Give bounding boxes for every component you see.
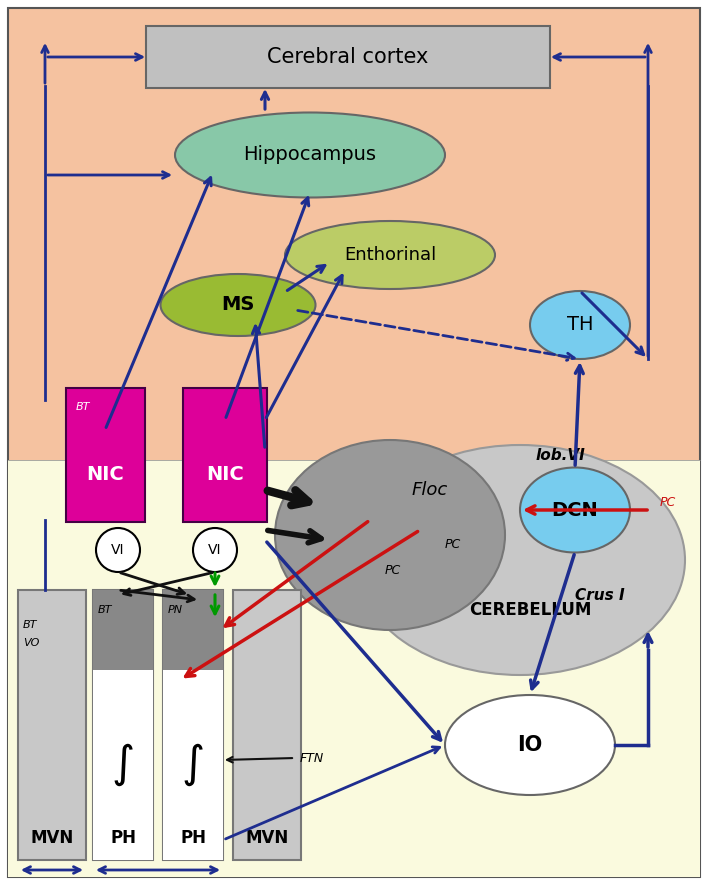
Bar: [93, 670, 153, 860]
Text: Crus I: Crus I: [575, 588, 625, 603]
Ellipse shape: [445, 695, 615, 795]
Text: VI: VI: [208, 543, 222, 557]
Ellipse shape: [530, 291, 630, 359]
Text: BT: BT: [23, 620, 38, 630]
Ellipse shape: [285, 221, 495, 289]
Text: lob.VI: lob.VI: [535, 448, 585, 463]
Text: BT: BT: [98, 605, 113, 615]
Text: CEREBELLUM: CEREBELLUM: [469, 601, 591, 619]
Bar: [163, 590, 223, 670]
Ellipse shape: [175, 112, 445, 197]
Bar: [18, 590, 86, 860]
Text: BT: BT: [76, 402, 91, 412]
Text: FTN: FTN: [300, 751, 324, 765]
Text: PC: PC: [660, 496, 676, 509]
Text: PC: PC: [385, 564, 401, 576]
Text: PH: PH: [110, 829, 136, 847]
Bar: [93, 590, 153, 670]
Text: Cerebral cortex: Cerebral cortex: [268, 47, 428, 67]
Bar: [163, 590, 223, 860]
Text: NIC: NIC: [206, 465, 244, 484]
Ellipse shape: [355, 445, 685, 675]
Text: TH: TH: [566, 315, 593, 335]
Text: VI: VI: [111, 543, 125, 557]
Ellipse shape: [275, 440, 505, 630]
Text: NIC: NIC: [86, 465, 125, 484]
Circle shape: [96, 528, 140, 572]
Bar: [93, 590, 153, 860]
Circle shape: [193, 528, 237, 572]
Bar: [233, 590, 301, 860]
Text: VO: VO: [23, 638, 40, 648]
Text: Enthorinal: Enthorinal: [344, 246, 436, 264]
Bar: [8, 460, 700, 877]
Text: MVN: MVN: [30, 829, 74, 847]
Text: DCN: DCN: [552, 501, 598, 519]
Ellipse shape: [520, 467, 630, 552]
Text: MS: MS: [222, 296, 255, 314]
Text: ∫: ∫: [181, 743, 205, 787]
Bar: [163, 670, 223, 860]
FancyBboxPatch shape: [66, 388, 145, 522]
Text: Hippocampus: Hippocampus: [244, 145, 377, 165]
Text: PC: PC: [445, 538, 461, 551]
Text: IO: IO: [518, 735, 542, 755]
Ellipse shape: [161, 274, 316, 336]
FancyBboxPatch shape: [146, 26, 550, 88]
Text: PN: PN: [168, 605, 183, 615]
Text: Floc: Floc: [412, 481, 448, 499]
Text: MVN: MVN: [246, 829, 289, 847]
FancyBboxPatch shape: [183, 388, 267, 522]
Text: PH: PH: [180, 829, 206, 847]
Text: ∫: ∫: [111, 743, 135, 787]
